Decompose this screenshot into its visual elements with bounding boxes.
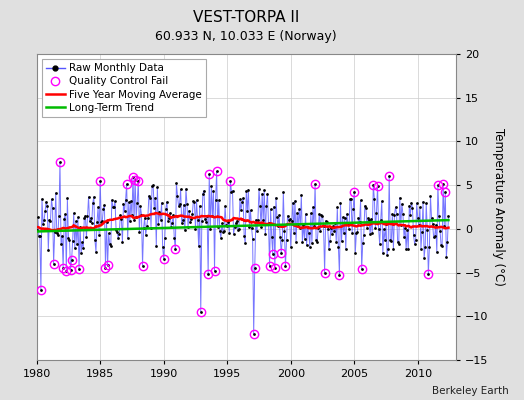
- Y-axis label: Temperature Anomaly (°C): Temperature Anomaly (°C): [492, 128, 505, 286]
- Legend: Raw Monthly Data, Quality Control Fail, Five Year Moving Average, Long-Term Tren: Raw Monthly Data, Quality Control Fail, …: [42, 59, 206, 117]
- Text: 60.933 N, 10.033 E (Norway): 60.933 N, 10.033 E (Norway): [156, 30, 337, 43]
- Text: Berkeley Earth: Berkeley Earth: [432, 386, 508, 396]
- Text: VEST-TORPA II: VEST-TORPA II: [193, 10, 300, 25]
